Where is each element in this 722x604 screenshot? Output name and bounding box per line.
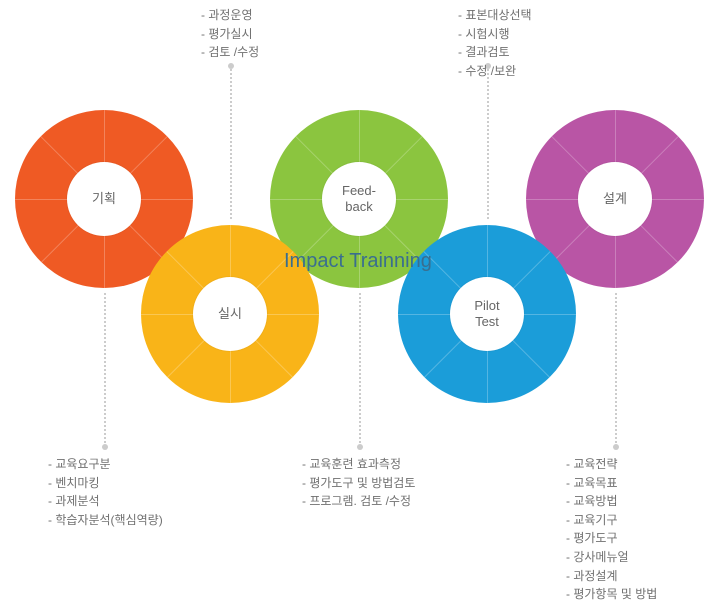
bullet-item: 평가실시 xyxy=(201,25,259,44)
bullet-item: 평가도구 및 방법검토 xyxy=(302,474,415,493)
bullets-run: 과정운영평가실시검토 /수정 xyxy=(201,6,259,62)
ring-label-feedback: Feed-back xyxy=(338,183,380,216)
connector-dot-feedback xyxy=(357,444,363,450)
bullet-item: 표본대상선택 xyxy=(458,6,532,25)
connector-run xyxy=(230,66,232,219)
bullet-item: 수정 /보완 xyxy=(458,62,532,81)
bullet-item: 교육목표 xyxy=(566,474,657,493)
bullet-item: 과제분석 xyxy=(48,492,163,511)
bullet-item: 교육요구분 xyxy=(48,455,163,474)
bullets-plan: 교육요구분벤치마킹과제분석학습자분석(핵심역량) xyxy=(48,455,163,529)
bullet-item: 교육전략 xyxy=(566,455,657,474)
connector-dot-design xyxy=(613,444,619,450)
connector-dot-plan xyxy=(102,444,108,450)
bullet-item: 과정운영 xyxy=(201,6,259,25)
bullet-item: 교육기구 xyxy=(566,511,657,530)
diagram-center-title: Impact Trainning xyxy=(284,250,432,273)
ring-label-plan: 기획 xyxy=(88,191,120,207)
ring-label-pilot: PilotTest xyxy=(470,298,503,331)
bullet-item: 시험시행 xyxy=(458,25,532,44)
bullet-item: 교육훈련 효과측정 xyxy=(302,455,415,474)
ring-label-run: 실시 xyxy=(214,306,246,322)
bullet-item: 과정설계 xyxy=(566,567,657,586)
bullet-item: 평가항목 및 방법 xyxy=(566,585,657,604)
bullet-item: 강사메뉴얼 xyxy=(566,548,657,567)
ring-hub-pilot: PilotTest xyxy=(450,277,524,351)
ring-label-design: 설계 xyxy=(599,191,631,207)
connector-pilot xyxy=(487,66,489,219)
ring-hub-feedback: Feed-back xyxy=(322,162,396,236)
bullet-item: 검토 /수정 xyxy=(201,43,259,62)
ring-hub-design: 설계 xyxy=(578,162,652,236)
bullets-pilot: 표본대상선택시험시행결과검토수정 /보완 xyxy=(458,6,532,80)
bullet-item: 학습자분석(핵심역량) xyxy=(48,511,163,530)
connector-dot-run xyxy=(228,63,234,69)
bullet-item: 결과검토 xyxy=(458,43,532,62)
ring-hub-plan: 기획 xyxy=(67,162,141,236)
bullet-item: 교육방법 xyxy=(566,492,657,511)
ring-hub-run: 실시 xyxy=(193,277,267,351)
bullet-item: 평가도구 xyxy=(566,529,657,548)
connector-plan xyxy=(104,293,106,447)
connector-design xyxy=(615,293,617,447)
bullet-item: 프로그램. 검토 /수정 xyxy=(302,492,415,511)
bullet-item: 벤치마킹 xyxy=(48,474,163,493)
connector-feedback xyxy=(359,293,361,447)
bullets-design: 교육전략교육목표교육방법교육기구평가도구강사메뉴얼과정설계평가항목 및 방법 xyxy=(566,455,657,604)
bullets-feedback: 교육훈련 효과측정평가도구 및 방법검토프로그램. 검토 /수정 xyxy=(302,455,415,511)
